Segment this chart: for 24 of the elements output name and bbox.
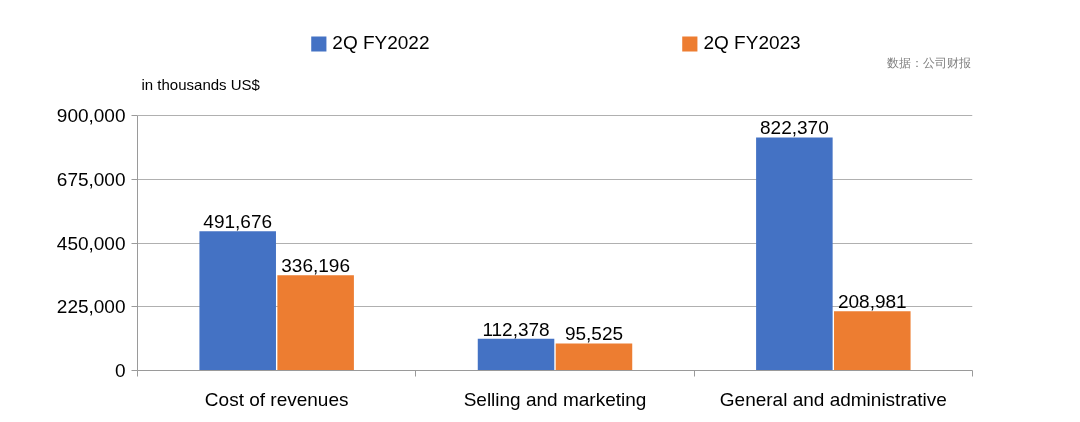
data-label: 208,981 [837,291,907,313]
y-tick-label: 900,000 [56,105,126,126]
legend-label: 2Q FY2022 [332,32,430,54]
text: 数据：公司财报 [886,55,971,70]
y-tick-label: 450,000 [56,232,126,254]
x-tick-label: Cost of revenues [204,388,349,410]
y-tick-label: 675,000 [56,168,126,190]
x-tick-label: Selling and marketing [463,388,647,410]
data-label: 491,676 [203,211,273,233]
y-axis-title: in thousands US$ [141,76,261,93]
data-label: 336,196 [281,255,350,277]
y-tick-label: 0 [114,360,126,381]
bar [756,137,833,371]
bar [199,231,276,371]
data-label: 112,378 [482,318,550,340]
bar [555,343,633,371]
bar [277,275,354,371]
legend-label: 2Q FY2023 [703,32,801,54]
data-label: 95,525 [564,323,624,345]
bar [834,311,911,371]
bar [477,338,555,371]
y-tick-label: 225,000 [56,296,126,318]
x-tick-label: General and administrative [719,388,947,410]
data-label: 822,370 [760,117,829,139]
